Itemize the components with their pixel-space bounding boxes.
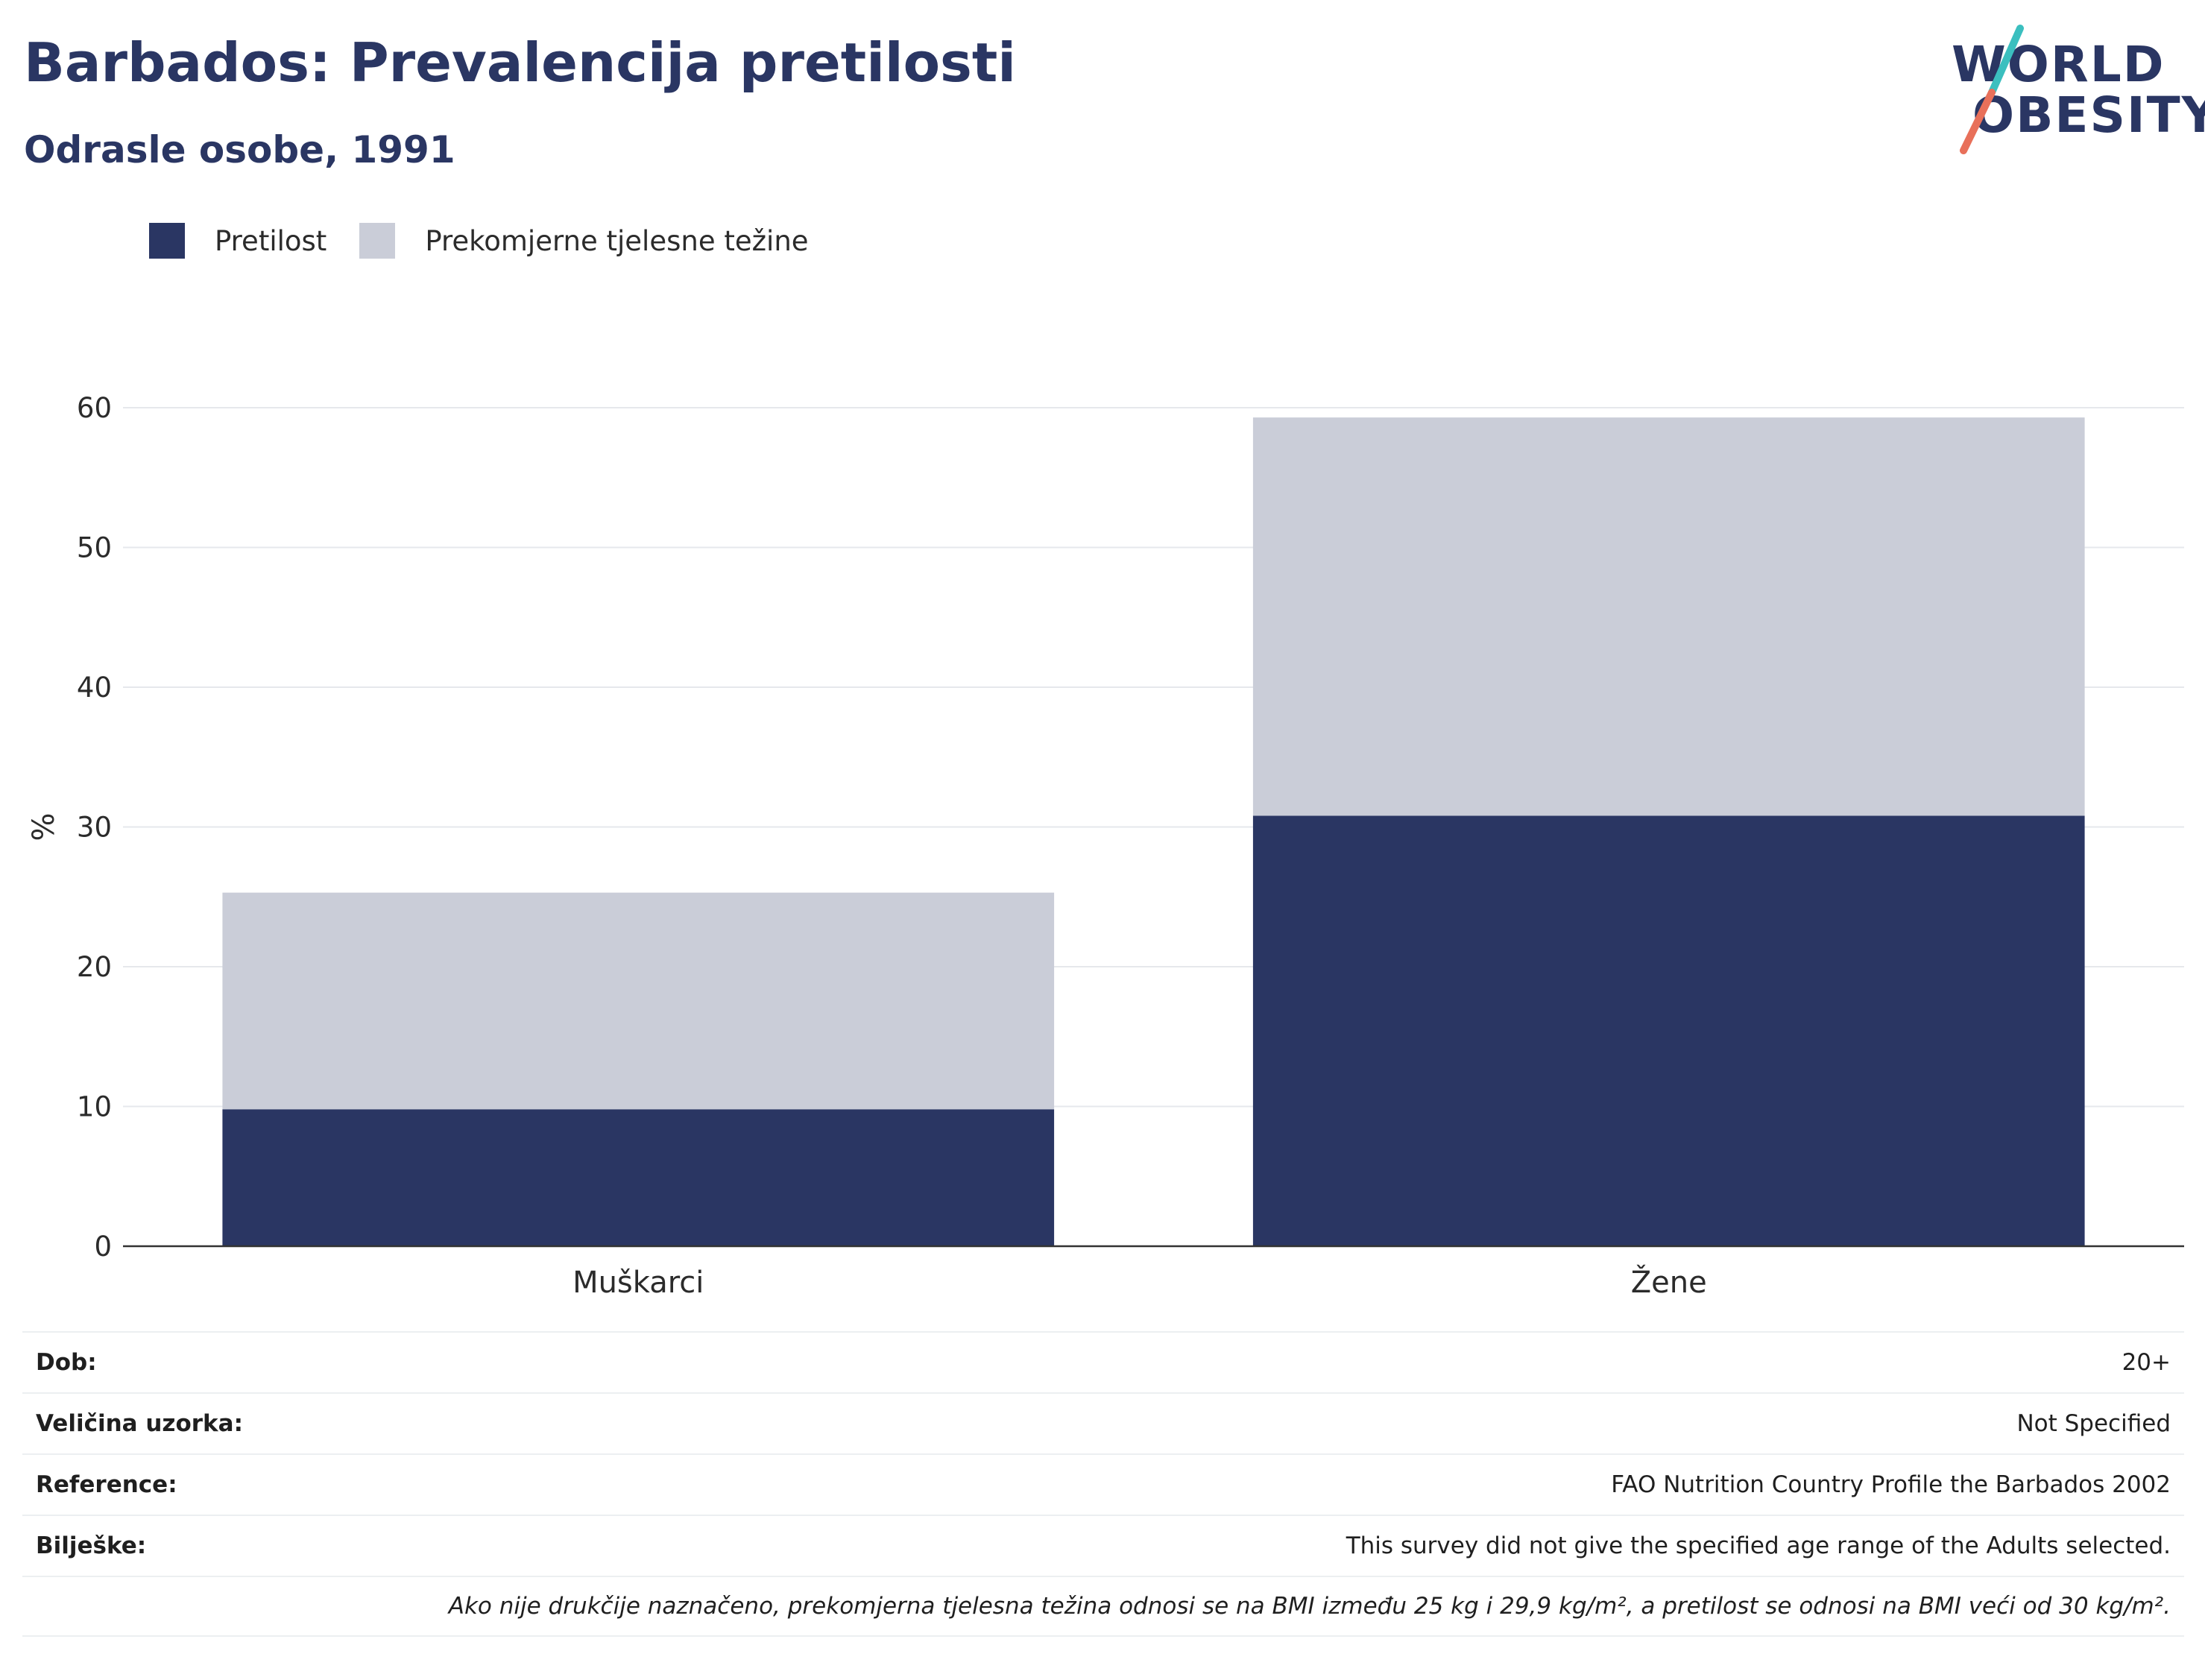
chart-title: Barbados: Prevalencija pretilosti <box>24 31 1016 94</box>
stacked-bar-chart: 0 10 20 30 40 50 60% Muškarci Žene <box>27 392 2184 1300</box>
world-obesity-logo: WORLD OBESITY <box>1938 22 2205 157</box>
logo-line-2: OBESITY <box>1972 86 2205 144</box>
info-row-reference: Reference: FAO Nutrition Country Profile… <box>22 1453 2184 1515</box>
legend-label-overweight: Prekomjerne tjelesne težine <box>425 224 809 257</box>
info-key-reference: Reference: <box>36 1471 177 1498</box>
y-tick-label: 40 <box>77 672 112 704</box>
survey-info-table: Dob: 20+ Veličina uzorka: Not Specified … <box>22 1331 2184 1637</box>
info-row-age: Dob: 20+ <box>22 1331 2184 1392</box>
info-row-notes: Bilješke: This survey did not give the s… <box>22 1515 2184 1576</box>
info-row-sample-size: Veličina uzorka: Not Specified <box>22 1392 2184 1453</box>
info-value-age: 20+ <box>2122 1349 2171 1376</box>
info-value-reference: FAO Nutrition Country Profile the Barbad… <box>1611 1471 2171 1498</box>
y-tick-label: 60 <box>77 392 112 424</box>
bar-obesity-1 <box>1252 815 2085 1246</box>
x-tick-label: Žene <box>1631 1264 1707 1300</box>
y-tick-label: 20 <box>77 951 112 983</box>
bar-overweight-0 <box>222 892 1055 1110</box>
legend-swatch-overweight <box>359 223 396 259</box>
legend-label-obesity: Pretilost <box>215 224 327 257</box>
info-key-sample-size: Veličina uzorka: <box>36 1410 243 1437</box>
definition-note: Ako nije drukčije naznačeno, prekomjerna… <box>448 1593 2171 1620</box>
bar-obesity-0 <box>222 1109 1055 1246</box>
logo-slash-icon <box>1960 25 2024 154</box>
y-tick-label: 50 <box>77 532 112 564</box>
info-value-notes: This survey did not give the specified a… <box>1346 1532 2171 1559</box>
y-tick-label: 30 <box>77 812 112 844</box>
bar-overweight-1 <box>1252 417 2085 816</box>
info-row-definition-note: Ako nije drukčije naznačeno, prekomjerna… <box>22 1576 2184 1637</box>
chart-subtitle: Odrasle osobe, 1991 <box>24 128 455 171</box>
legend-swatch-obesity <box>149 223 185 259</box>
x-tick-label: Muškarci <box>572 1266 704 1300</box>
info-key-age: Dob: <box>36 1349 97 1376</box>
chart-legend: Pretilost Prekomjerne tjelesne težine <box>149 222 842 259</box>
y-tick-label: 10 <box>77 1091 112 1123</box>
legend-item-obesity[interactable]: Pretilost <box>149 223 327 259</box>
logo-line-1: WORLD <box>1952 36 2165 93</box>
legend-item-overweight[interactable]: Prekomjerne tjelesne težine <box>359 223 809 259</box>
info-key-notes: Bilješke: <box>36 1532 147 1559</box>
info-value-sample-size: Not Specified <box>2016 1410 2171 1437</box>
y-tick-label: 0 <box>94 1231 112 1263</box>
y-axis-label: % <box>27 812 61 841</box>
